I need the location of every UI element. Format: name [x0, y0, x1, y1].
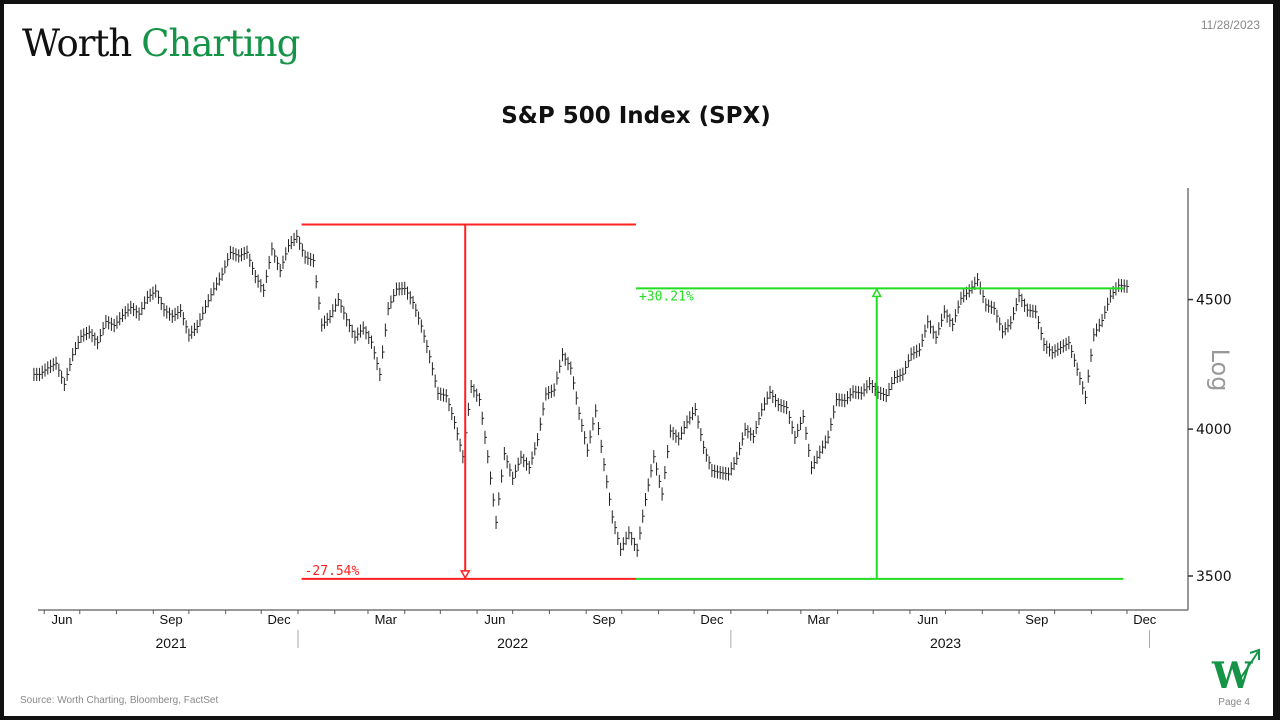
log-scale-label: Log: [1206, 349, 1234, 392]
footer-logo-arrow-icon: [1237, 648, 1260, 683]
advance-label: +30.21%: [639, 289, 694, 304]
decline-label: -27.54%: [305, 564, 360, 579]
x-tick-label: Mar: [807, 612, 830, 627]
x-tick-label: Dec: [1133, 612, 1157, 627]
logo-word-worth: Worth: [22, 22, 132, 65]
y-tick-label: 4000: [1196, 422, 1232, 438]
x-tick-label: Sep: [1025, 612, 1048, 627]
source-note: Source: Worth Charting, Bloomberg, FactS…: [20, 695, 219, 706]
logo-word-charting: Charting: [141, 22, 300, 65]
footer-w-logo: W: [1211, 655, 1253, 697]
x-year-label: 2022: [497, 635, 528, 651]
x-year-label: 2023: [930, 635, 961, 651]
x-tick-label: Jun: [52, 612, 73, 627]
chart-title: S&P 500 Index (SPX): [501, 103, 771, 129]
x-tick-label: Mar: [375, 612, 398, 627]
decline-arrow-head: [459, 570, 471, 580]
x-tick-label: Dec: [267, 612, 291, 627]
x-tick-label: Jun: [917, 612, 938, 627]
page-number: Page 4: [1218, 697, 1250, 708]
worth-charting-logo: Worth Charting: [22, 22, 300, 65]
x-year-label: 2021: [156, 635, 187, 651]
x-tick-label: Jun: [484, 612, 505, 627]
x-tick-label: Dec: [700, 612, 724, 627]
advance-arrow-head: [871, 287, 883, 298]
y-tick-label: 3500: [1196, 569, 1232, 585]
y-tick-label: 4500: [1196, 293, 1232, 309]
x-tick-label: Sep: [160, 612, 183, 627]
x-tick-label: Sep: [592, 612, 615, 627]
report-date: 11/28/2023: [1200, 18, 1260, 32]
